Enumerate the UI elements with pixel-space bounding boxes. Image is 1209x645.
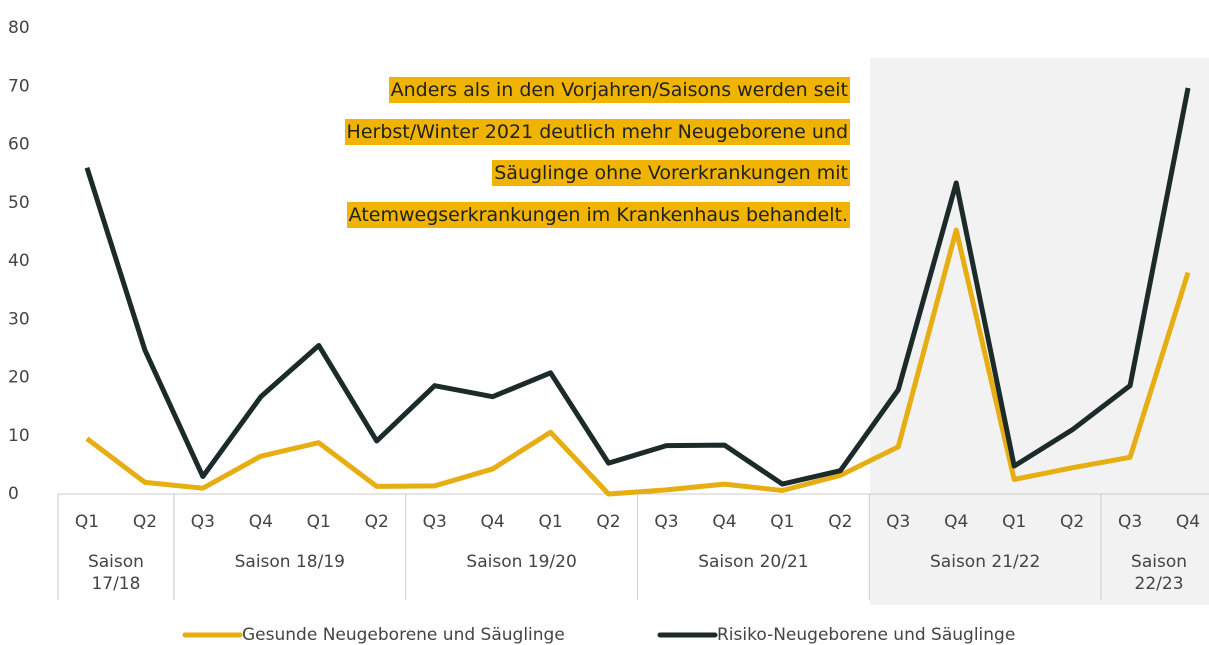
group-label: Saison 20/21 — [698, 552, 809, 572]
y-tick-label: 60 — [8, 135, 30, 155]
group-label: Saison 18/19 — [234, 552, 345, 572]
x-tick-label: Q3 — [654, 512, 678, 532]
line-series — [85, 227, 1191, 497]
x-tick-label: Q3 — [423, 512, 447, 532]
group-label: Saison 22/23 — [1131, 552, 1188, 594]
y-tick-label: 80 — [8, 18, 30, 38]
x-tick-label: Q1 — [538, 512, 562, 532]
x-tick-label: Q4 — [944, 512, 968, 532]
group-label: Saison 19/20 — [466, 552, 577, 572]
annotation-text: Säuglinge ohne Vorerkrankungen mit — [492, 160, 850, 186]
x-tick-label: Q3 — [191, 512, 215, 532]
x-tick-label: Q4 — [249, 512, 273, 532]
x-tick-label: Q1 — [1002, 512, 1026, 532]
y-tick-label: 30 — [8, 309, 30, 329]
x-tick-label: Q1 — [75, 512, 99, 532]
x-tick-label: Q2 — [596, 512, 620, 532]
annotation-line: Anders als in den Vorjahren/Saisons werd… — [345, 70, 850, 112]
annotation-text: Herbst/Winter 2021 deutlich mehr Neugebo… — [344, 118, 850, 145]
legend-label: Gesunde Neugeborene und Säuglinge — [242, 625, 565, 645]
legend-label: Risiko-Neugeborene und Säuglinge — [717, 625, 1015, 645]
x-tick-label: Q3 — [1118, 512, 1142, 532]
x-tick-label: Q2 — [1060, 512, 1084, 532]
y-tick-label: 40 — [8, 251, 30, 271]
annotation-line: Säuglinge ohne Vorerkrankungen mit — [345, 153, 850, 195]
line-series — [84, 87, 1191, 487]
x-tick-label: Q2 — [365, 512, 389, 532]
group-label: Saison 17/18 — [87, 552, 144, 594]
x-tick-label: Q4 — [481, 512, 505, 532]
annotation-text: Atemwegserkrankungen im Krankenhaus beha… — [346, 201, 850, 228]
x-tick-label: Q4 — [712, 512, 736, 532]
x-tick-label: Q1 — [770, 512, 794, 532]
x-tick-label: Q2 — [828, 512, 852, 532]
y-tick-label: 70 — [8, 76, 30, 96]
x-tick-label: Q3 — [886, 512, 910, 532]
y-tick-label: 50 — [8, 193, 30, 213]
x-tick-label: Q1 — [307, 512, 331, 532]
annotation-text: Anders als in den Vorjahren/Saisons werd… — [388, 77, 850, 103]
annotation: Anders als in den Vorjahren/Saisons werd… — [344, 70, 850, 237]
x-tick-label: Q2 — [133, 512, 157, 532]
annotation-line: Herbst/Winter 2021 deutlich mehr Neugebo… — [344, 112, 850, 154]
highlight-region — [870, 58, 1209, 605]
y-tick-label: 10 — [8, 426, 30, 446]
group-label: Saison 21/22 — [930, 552, 1041, 572]
x-tick-label: Q4 — [1176, 512, 1200, 532]
annotation-line: Atemwegserkrankungen im Krankenhaus beha… — [345, 195, 850, 237]
y-tick-label: 0 — [8, 484, 19, 504]
y-tick-label: 20 — [8, 368, 30, 388]
